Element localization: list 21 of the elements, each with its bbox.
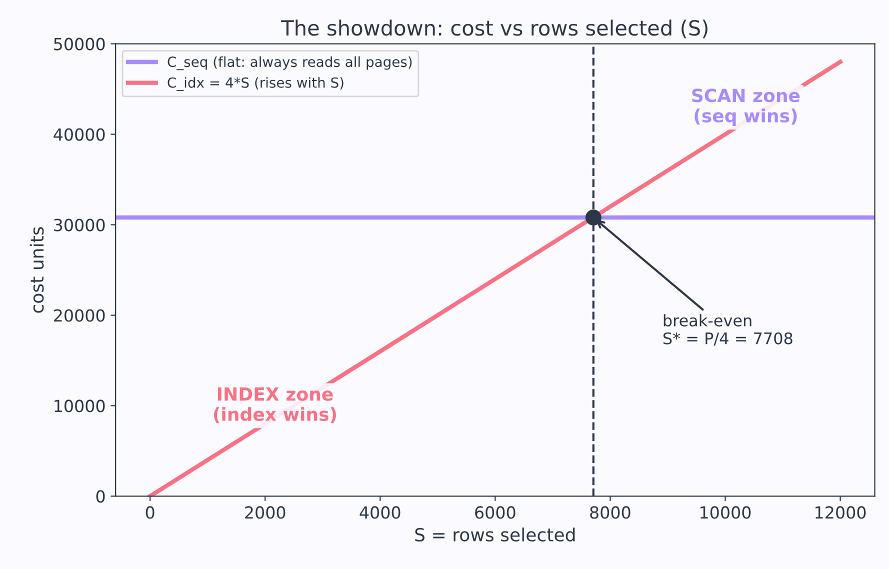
annotation: break-even S* = P/4 = 7708 xyxy=(663,314,792,346)
annotation: INDEX zone (index wins) xyxy=(214,387,336,424)
x-tick-label: 6000 xyxy=(475,506,516,519)
x-tick-label: 0 xyxy=(146,506,154,519)
annotation: SCAN zone (seq wins) xyxy=(692,88,800,126)
y-tick-label: 0 xyxy=(96,490,105,503)
x-tick-label: 10000 xyxy=(700,506,751,519)
chart-title: The showdown: cost vs rows selected (S) xyxy=(281,20,708,38)
x-axis-title: S = rows selected xyxy=(415,528,575,542)
y-tick-label: 40000 xyxy=(54,128,105,141)
x-tick-label: 8000 xyxy=(590,506,630,519)
y-tick-label: 10000 xyxy=(54,400,105,412)
legend-label: C_idx = 4*S (rises with S) xyxy=(168,77,344,91)
x-tick-label: 12000 xyxy=(816,506,866,519)
y-tick-label: 50000 xyxy=(54,38,105,50)
y-tick-label: 20000 xyxy=(54,309,105,322)
x-tick-label: 2000 xyxy=(245,506,286,519)
y-tick-label: 30000 xyxy=(54,218,105,232)
y-axis-title: cost units xyxy=(30,227,44,313)
legend-label: C_seq (flat: always reads all pages) xyxy=(168,56,412,70)
x-tick-label: 4000 xyxy=(360,506,400,519)
